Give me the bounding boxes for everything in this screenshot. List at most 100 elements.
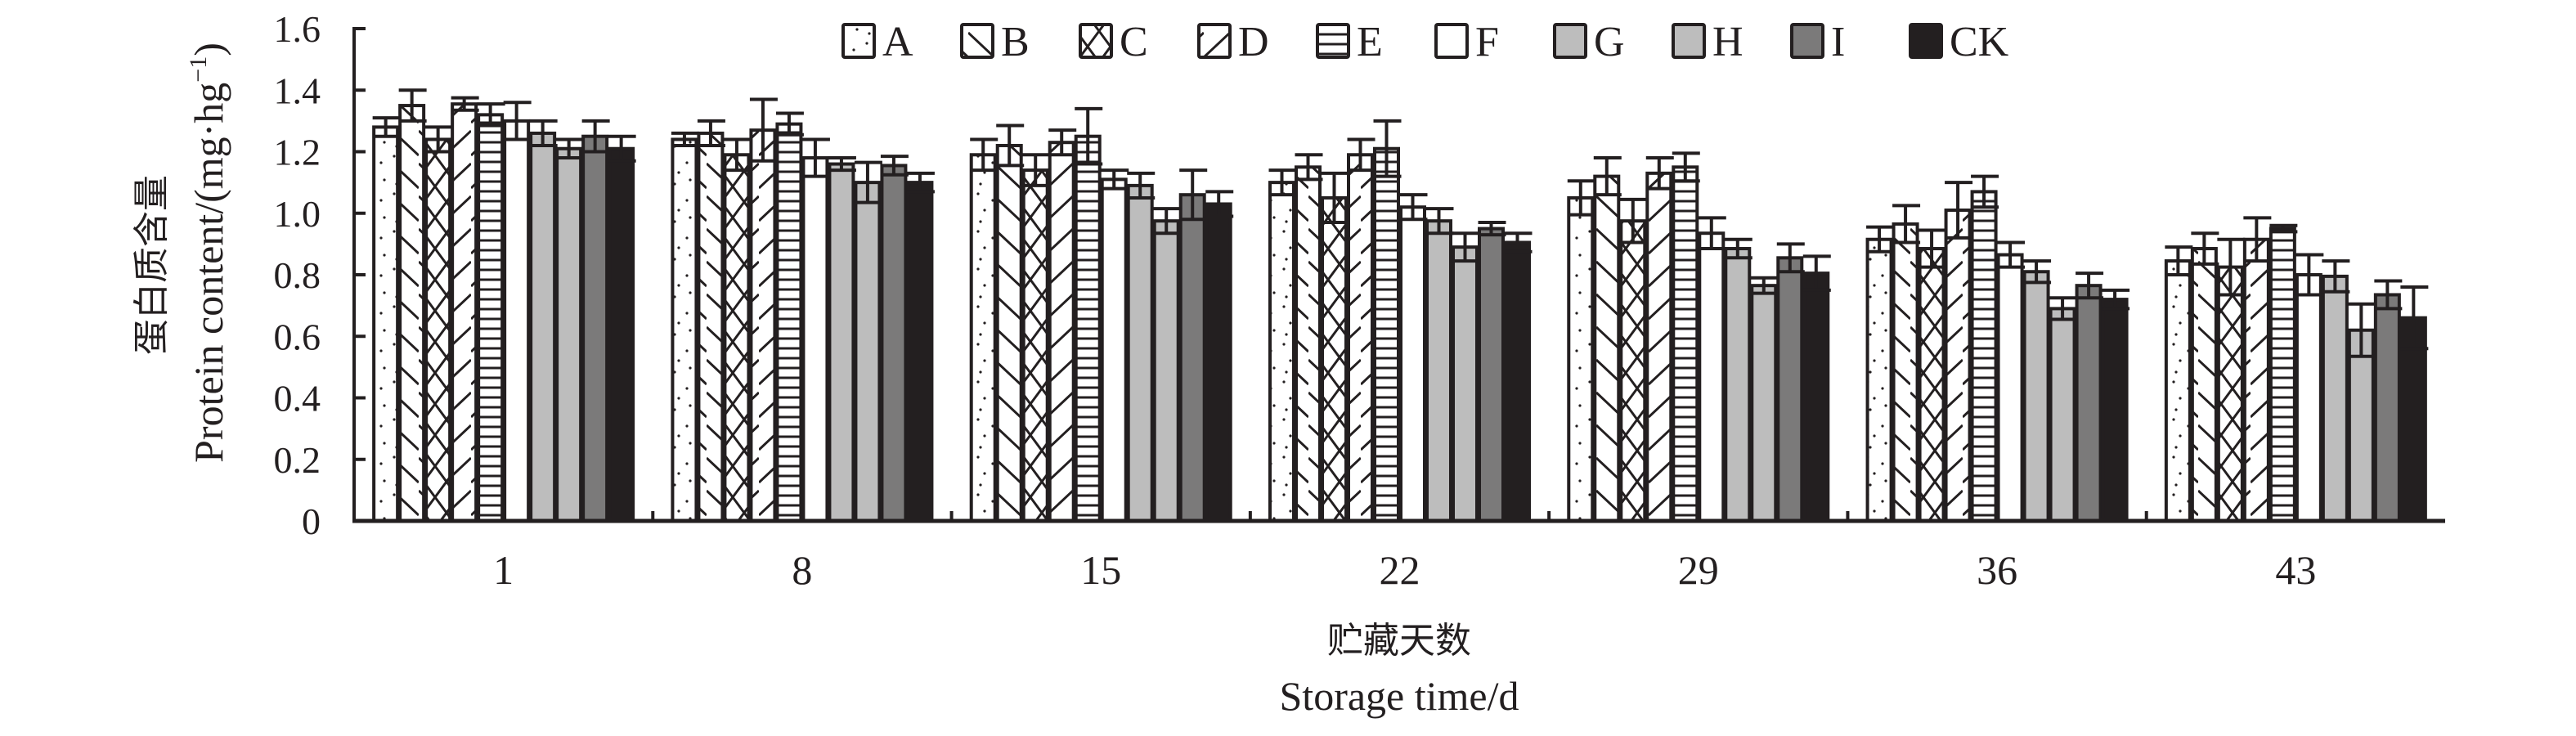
error-bar	[775, 111, 804, 137]
error-bar	[581, 119, 610, 154]
x-tick-label: 43	[2275, 547, 2316, 593]
error-bar	[1268, 168, 1297, 197]
error-bar	[2296, 253, 2324, 297]
bar-e	[775, 122, 803, 523]
error-bar	[1750, 276, 1779, 295]
error-bar	[1452, 231, 1480, 263]
error-bar	[1698, 216, 1726, 251]
error-bar	[1373, 119, 1402, 178]
bar-a	[1268, 181, 1295, 523]
y-axis-title-superscript: −1	[185, 56, 212, 83]
bar-h	[2049, 307, 2076, 523]
error-bar	[2023, 259, 2052, 285]
error-bar	[697, 119, 725, 147]
error-bar	[1205, 190, 1234, 218]
bar-b	[1892, 222, 1919, 523]
error-bar	[1645, 156, 1674, 191]
bar-c	[1021, 168, 1049, 523]
bar-c	[1321, 195, 1348, 523]
bar-d	[1048, 141, 1075, 523]
legend-label: G	[1594, 19, 1625, 65]
bar-e	[477, 113, 505, 523]
bar-group	[1865, 174, 2130, 523]
error-bar	[854, 160, 882, 204]
bar-ck	[906, 181, 934, 523]
x-tick-label: 15	[1080, 547, 1121, 593]
bar-ck	[2101, 298, 2129, 523]
bar-f	[1399, 205, 1426, 523]
error-bar	[1321, 171, 1349, 225]
error-bar	[801, 137, 830, 178]
error-bar	[1048, 128, 1077, 157]
bar-i	[880, 164, 908, 523]
legend: A B C D E F G H I CK	[841, 19, 2009, 65]
bar-a	[969, 153, 997, 523]
y-tick-label: 0.4	[274, 378, 321, 420]
legend-swatch-e	[1316, 23, 1350, 59]
bar-a	[671, 137, 698, 523]
bar-h	[1452, 245, 1479, 523]
bar-i	[2075, 284, 2103, 523]
legend-swatch-i	[1790, 23, 1824, 59]
bar-d	[1944, 208, 1972, 523]
error-bar	[1022, 153, 1051, 187]
axes	[352, 27, 2445, 523]
bar-group	[372, 88, 636, 523]
error-bar	[1425, 207, 1454, 236]
error-bar	[1567, 179, 1595, 217]
bar-ck	[1205, 202, 1232, 523]
bar-d	[2242, 237, 2270, 523]
bar-g	[529, 131, 557, 523]
y-axis-title: 蛋白质含量 Protein content/(mg·hg−1)	[131, 43, 231, 463]
y-tick-label: 1.4	[274, 70, 321, 111]
bar-h	[555, 146, 583, 523]
legend-label: C	[1120, 19, 1148, 65]
x-tick-label: 36	[1977, 547, 2017, 593]
bar-h	[2347, 328, 2375, 523]
error-bar	[1776, 242, 1805, 274]
bar-g	[1126, 183, 1154, 523]
legend-label: CK	[1950, 19, 2009, 65]
legend-label: B	[1001, 19, 1030, 65]
bar-h	[1152, 219, 1180, 523]
legend-label: I	[1831, 19, 1845, 65]
x-axis-title-cn: 贮藏天数	[1327, 620, 1471, 662]
y-tick-label: 1.6	[274, 8, 321, 50]
error-bar	[477, 102, 505, 128]
error-bar	[1127, 171, 1156, 200]
legend-item: I	[1790, 19, 1845, 65]
error-bar	[880, 155, 909, 177]
error-bar	[555, 137, 584, 160]
bar-f	[503, 119, 531, 523]
error-bar	[1295, 153, 1323, 182]
legend-item: D	[1197, 19, 1269, 65]
error-bar	[723, 137, 752, 173]
error-bar	[1593, 156, 1622, 197]
bar-f	[1996, 253, 2024, 523]
bar-i	[1776, 256, 1804, 523]
y-axis-ticks: 0 0.2 0.4 0.6 0.8 1.0 1.2 1.4 1.6	[274, 8, 366, 542]
error-bar	[1179, 168, 1208, 222]
legend-item: B	[960, 19, 1030, 65]
bar-e	[1373, 146, 1400, 523]
bar-a	[1567, 195, 1595, 523]
bar-d	[749, 128, 777, 523]
y-tick-label: 0.8	[274, 254, 321, 296]
error-bar	[1997, 240, 2026, 269]
error-bar	[1075, 106, 1103, 166]
bar-group	[2164, 216, 2429, 523]
error-bar	[424, 125, 453, 154]
legend-item: G	[1553, 19, 1625, 65]
error-bar	[2400, 285, 2429, 351]
legend-label: E	[1357, 19, 1383, 65]
legend-item: CK	[1909, 19, 2009, 65]
legend-swatch-h	[1672, 23, 1706, 59]
error-bar	[996, 123, 1025, 168]
y-axis-title-cn: 蛋白质含量	[131, 175, 173, 355]
error-bar	[2191, 231, 2219, 266]
legend-swatch-b	[960, 23, 994, 59]
bar-g	[1724, 247, 1752, 523]
y-axis-title-en: Protein content/(mg·hg−1)	[185, 43, 231, 463]
x-tick-label: 22	[1380, 547, 1420, 593]
